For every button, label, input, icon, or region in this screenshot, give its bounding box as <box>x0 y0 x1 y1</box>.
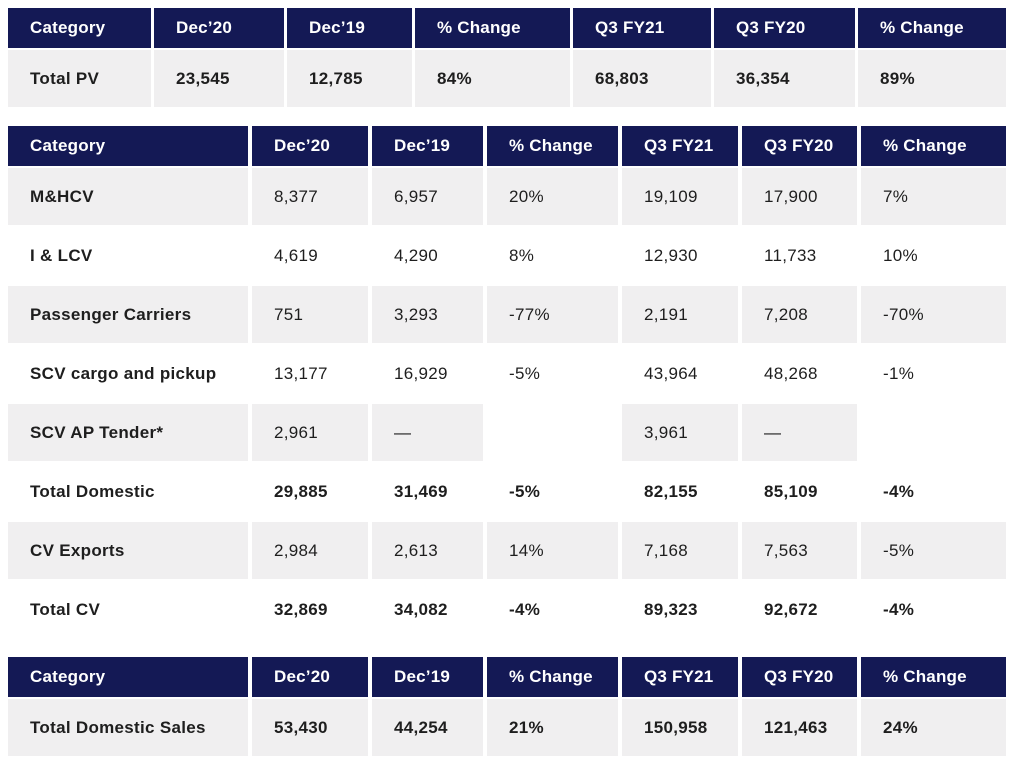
table-cell: 7,563 <box>742 522 857 579</box>
table-cell: 2,191 <box>622 286 738 343</box>
table-cell: 12,930 <box>622 227 738 284</box>
table-cell: 3,293 <box>372 286 483 343</box>
table-cell: 2,961 <box>252 404 368 461</box>
table-cell: 7% <box>861 168 1006 225</box>
table-cell: 92,672 <box>742 581 857 638</box>
table-cell: -5% <box>861 522 1006 579</box>
table-cell: 17,900 <box>742 168 857 225</box>
total-domestic-sales-table: Category Dec’20 Dec’19% Change Q3 FY21 Q3 FY… <box>8 657 1006 756</box>
table-cell: 6,957 <box>372 168 483 225</box>
table-cell: 16,929 <box>372 345 483 402</box>
table-cell: 2,613 <box>372 522 483 579</box>
table-cell: 8,377 <box>252 168 368 225</box>
column-header: Dec’20 <box>252 126 368 166</box>
table-cell: 13,177 <box>252 345 368 402</box>
table-cell: -4% <box>861 463 1006 520</box>
table-cell: 84% <box>415 50 570 107</box>
row-label: Total Domestic Sales <box>8 699 248 756</box>
column-header: Category <box>8 8 151 48</box>
row-label: SCV cargo and pickup <box>8 345 248 402</box>
column-header: % Change <box>415 8 570 48</box>
table-cell: 44,254 <box>372 699 483 756</box>
table-cell: 12,785 <box>287 50 412 107</box>
table-cell: 150,958 <box>622 699 738 756</box>
table-cell: -70% <box>861 286 1006 343</box>
table-cell: 19,109 <box>622 168 738 225</box>
row-label: M&HCV <box>8 168 248 225</box>
column-header: % Change <box>858 8 1006 48</box>
column-header: Q3 FY21 <box>622 657 738 697</box>
table-cell: 3,961 <box>622 404 738 461</box>
table-cell: -4% <box>487 581 618 638</box>
table-cell: — <box>742 404 857 461</box>
table-cell: 751 <box>252 286 368 343</box>
table-cell: 31,469 <box>372 463 483 520</box>
table-cell: 36,354 <box>714 50 855 107</box>
row-label: SCV AP Tender* <box>8 404 248 461</box>
column-header: Q3 FY20 <box>714 8 855 48</box>
row-label: Passenger Carriers <box>8 286 248 343</box>
table-cell: 53,430 <box>252 699 368 756</box>
column-header: Category <box>8 126 248 166</box>
column-header: Dec’20 <box>252 657 368 697</box>
column-header: Dec’19 <box>287 8 412 48</box>
table-cell: -1% <box>861 345 1006 402</box>
table-cell: 11,733 <box>742 227 857 284</box>
table-cell: 2,984 <box>252 522 368 579</box>
table-cell: 8% <box>487 227 618 284</box>
table-cell: -77% <box>487 286 618 343</box>
table-cell: 10% <box>861 227 1006 284</box>
column-header: % Change <box>861 126 1006 166</box>
row-label: Total PV <box>8 50 151 107</box>
table-cell: 23,545 <box>154 50 284 107</box>
table-cell: 48,268 <box>742 345 857 402</box>
table-cell: 24% <box>861 699 1006 756</box>
column-header: % Change <box>487 126 618 166</box>
table-cell: 4,619 <box>252 227 368 284</box>
column-header: Category <box>8 657 248 697</box>
column-header: Dec’19 <box>372 657 483 697</box>
table-cell: -4% <box>861 581 1006 638</box>
cv-breakdown-table: Category Dec’20 Dec’19% Change Q3 FY21 Q3 FY… <box>8 126 1006 638</box>
table-cell: 85,109 <box>742 463 857 520</box>
column-header: Dec’19 <box>372 126 483 166</box>
table-cell <box>487 404 618 461</box>
column-header: Q3 FY21 <box>622 126 738 166</box>
table-cell: 32,869 <box>252 581 368 638</box>
table-cell: 4,290 <box>372 227 483 284</box>
table-cell: 68,803 <box>573 50 711 107</box>
table-cell: -5% <box>487 463 618 520</box>
table-cell: 43,964 <box>622 345 738 402</box>
column-header: % Change <box>861 657 1006 697</box>
column-header: Q3 FY20 <box>742 126 857 166</box>
column-header: % Change <box>487 657 618 697</box>
column-header: Q3 FY21 <box>573 8 711 48</box>
table-cell: 7,168 <box>622 522 738 579</box>
table-cell: 82,155 <box>622 463 738 520</box>
table-cell: 7,208 <box>742 286 857 343</box>
table-cell: — <box>372 404 483 461</box>
table-cell: 89% <box>858 50 1006 107</box>
row-label: Total Domestic <box>8 463 248 520</box>
row-label: CV Exports <box>8 522 248 579</box>
table-cell: 21% <box>487 699 618 756</box>
column-header: Dec’20 <box>154 8 284 48</box>
table-cell: 34,082 <box>372 581 483 638</box>
row-label: Total CV <box>8 581 248 638</box>
table-cell: 29,885 <box>252 463 368 520</box>
table-cell: -5% <box>487 345 618 402</box>
table-cell <box>861 404 1006 461</box>
table-cell: 121,463 <box>742 699 857 756</box>
table-cell: 20% <box>487 168 618 225</box>
table-cell: 89,323 <box>622 581 738 638</box>
total-pv-table: Category Dec’20 Dec’19% Change Q3 FY21 Q3 FY… <box>8 8 1006 107</box>
column-header: Q3 FY20 <box>742 657 857 697</box>
row-label: I & LCV <box>8 227 248 284</box>
table-cell: 14% <box>487 522 618 579</box>
